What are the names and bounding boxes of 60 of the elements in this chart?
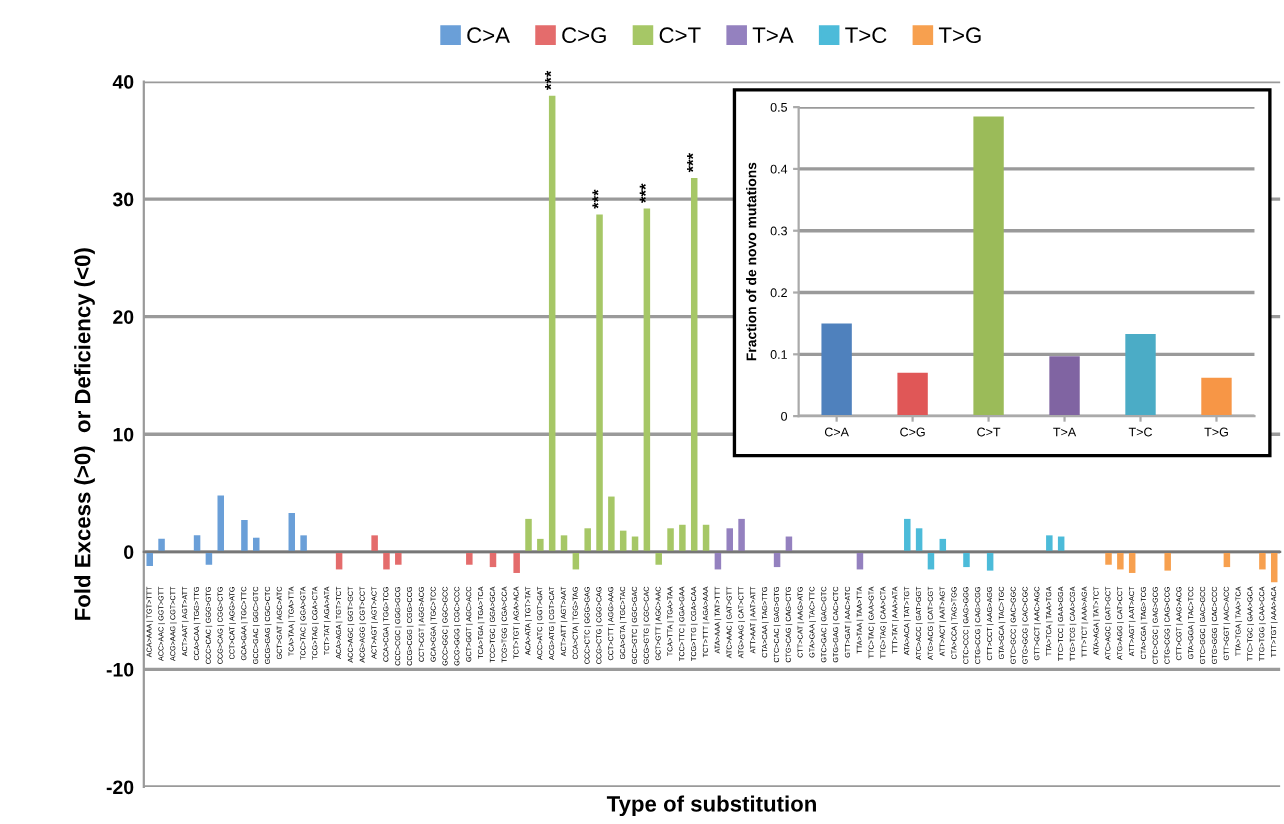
bar [667, 528, 674, 552]
legend-label: C>T [659, 27, 701, 44]
bar [973, 116, 1004, 417]
bar [525, 518, 532, 552]
bar [821, 323, 852, 417]
legend-label: T>A [752, 27, 794, 43]
annotation: *** [687, 152, 694, 173]
y-tick-label: -10 [106, 662, 134, 677]
bar [371, 535, 378, 552]
annotation: *** [639, 183, 646, 203]
bar [395, 551, 402, 565]
y-tick-label: -20 [106, 780, 134, 795]
bar [655, 551, 662, 565]
bar [383, 551, 390, 570]
bar [904, 518, 911, 552]
bar [1049, 356, 1080, 417]
bar [1105, 551, 1112, 565]
bar [146, 551, 153, 566]
bar [1125, 333, 1156, 417]
bar [690, 177, 698, 552]
bar [548, 95, 556, 552]
bar [596, 214, 603, 552]
bar [738, 518, 745, 552]
legend-label: T>C [845, 27, 887, 44]
bar [915, 528, 923, 552]
bar [608, 496, 615, 552]
bar [1117, 551, 1124, 570]
bar [537, 538, 544, 552]
y-tick-label: 10 [113, 427, 134, 442]
bar [193, 535, 201, 552]
bar [1201, 377, 1232, 417]
bar [679, 524, 686, 552]
bar [726, 528, 733, 552]
bar [466, 551, 473, 565]
bar [1164, 551, 1171, 571]
bar [963, 551, 970, 568]
bar [584, 528, 591, 552]
annotation: *** [545, 70, 552, 91]
y-tick-label: 0 [124, 545, 134, 560]
legend-label: C>G [562, 27, 606, 44]
y-tick-label: 30 [112, 192, 134, 207]
bar [1046, 535, 1053, 552]
annotation: *** [592, 189, 599, 209]
bar [300, 535, 307, 552]
bar [241, 520, 248, 552]
legend-label: C>A [467, 27, 510, 44]
bar [897, 372, 928, 417]
y-tick-label: 40 [112, 75, 134, 89]
bar [217, 495, 224, 552]
bar [1259, 551, 1266, 570]
bar [513, 551, 520, 573]
x-axis-title: Type of substitution [606, 795, 816, 817]
bar [643, 208, 651, 552]
bar [560, 535, 568, 552]
legend-label: T>G [938, 27, 981, 44]
bar [288, 513, 296, 552]
y-axis-title: Fold Excess (>0) or Deficiency (<0) [74, 248, 95, 620]
y-tick-label: 20 [113, 310, 134, 324]
bar [158, 538, 165, 552]
bar [253, 537, 260, 552]
